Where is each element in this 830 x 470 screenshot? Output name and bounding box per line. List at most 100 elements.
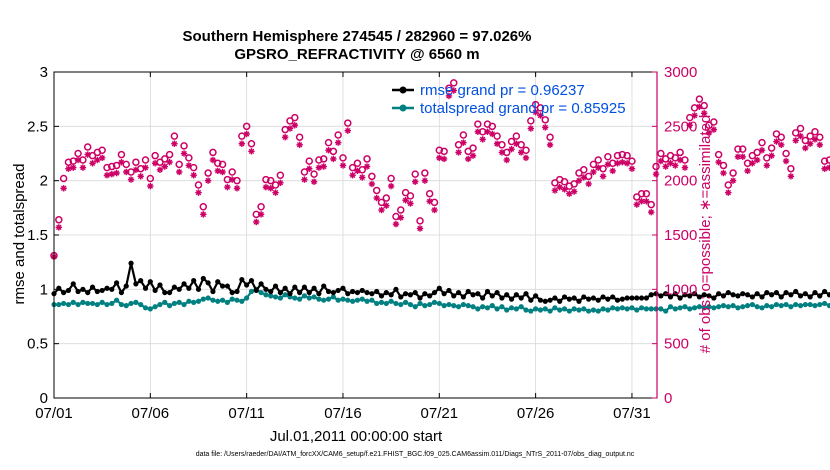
possible-obs-marker [276, 171, 285, 179]
asterisk-stroke [590, 169, 597, 175]
asterisk-stroke [797, 133, 804, 139]
spread-point [542, 306, 548, 312]
spread-point [85, 300, 91, 307]
assimilated-obs-marker [773, 138, 780, 145]
asterisk-stroke [142, 164, 149, 171]
rmse-point [807, 294, 813, 300]
rmse-point [557, 298, 563, 304]
spread-point [65, 301, 72, 308]
assimilated-obs-marker [334, 139, 342, 146]
asterisk-stroke [503, 157, 510, 163]
spread-point [388, 298, 394, 304]
spread-point [80, 299, 86, 305]
rmse-point [65, 287, 72, 294]
asterisk-stroke [542, 124, 548, 131]
asterisk-stroke [316, 164, 322, 171]
possible-obs-marker [589, 160, 598, 169]
rmse-point [643, 295, 650, 301]
possible-obs-marker [430, 198, 439, 207]
assimilated-obs-marker [778, 141, 785, 149]
spread-point [460, 301, 466, 308]
x-tick-label: 07/26 [517, 405, 555, 422]
asterisk-stroke [65, 165, 72, 172]
spread-point [528, 308, 534, 314]
possible-obs-marker [421, 169, 429, 177]
rmse-point [802, 291, 808, 297]
asterisk-stroke [691, 112, 698, 119]
assimilated-obs-marker [195, 189, 202, 196]
possible-obs-marker [411, 170, 419, 178]
spread-point [61, 300, 67, 307]
rmse-point [653, 291, 659, 297]
possible-obs-marker [136, 164, 145, 173]
rmse-point [754, 291, 760, 297]
assimilated-obs-marker [113, 169, 120, 177]
assimilated-obs-marker [768, 152, 775, 159]
assimilated-obs-marker [238, 140, 246, 147]
asterisk-stroke [364, 163, 370, 170]
rmse-point [335, 287, 341, 294]
asterisk-stroke [320, 163, 327, 170]
spread-point [123, 303, 129, 309]
asterisk-stroke [764, 162, 770, 169]
rmse-point [417, 295, 423, 301]
asterisk-stroke [701, 110, 707, 117]
spread-point [272, 294, 279, 300]
asterisk-stroke [84, 151, 91, 158]
rmse-point [248, 278, 255, 284]
asterisk-stroke [739, 154, 746, 160]
asterisk-stroke [277, 180, 284, 186]
rmse-point [744, 292, 751, 298]
rmse-point [422, 291, 428, 297]
rmse-point [393, 286, 399, 292]
asterisk-stroke [340, 162, 346, 169]
possible-obs-marker [377, 198, 386, 207]
spread-point [648, 306, 654, 312]
spread-point [369, 297, 375, 303]
assimilated-obs-marker [705, 129, 713, 137]
assimilated-obs-marker [60, 185, 67, 192]
asterisk-stroke [113, 170, 120, 176]
asterisk-stroke [619, 159, 626, 165]
asterisk-stroke [243, 131, 250, 137]
asterisk-stroke [147, 183, 154, 189]
rmse-point [85, 289, 91, 296]
possible-obs-marker [329, 147, 338, 156]
asterisk-stroke [768, 152, 775, 159]
assimilated-obs-marker [84, 151, 91, 158]
asterisk-stroke [552, 187, 558, 194]
assimilated-obs-marker [286, 125, 294, 132]
spread-point [162, 299, 168, 305]
rmse-point [586, 296, 592, 302]
asterisk-stroke [494, 140, 500, 147]
possible-obs-marker [782, 149, 790, 158]
assimilated-obs-marker [392, 220, 400, 228]
rmse-point [94, 288, 100, 295]
rmse-point [701, 292, 707, 298]
asterisk-stroke [335, 139, 341, 146]
assimilated-obs-marker [180, 150, 188, 157]
spread-point [629, 305, 635, 311]
assimilated-obs-marker [253, 218, 260, 226]
obs-count-series [50, 79, 830, 260]
spread-point [552, 305, 558, 311]
assimilated-obs-marker [354, 167, 361, 175]
rmse-point [330, 289, 336, 296]
spread-point [754, 304, 760, 310]
spread-point [210, 297, 216, 303]
assimilated-obs-marker [272, 189, 279, 196]
asterisk-stroke [566, 190, 573, 197]
rmse-point [292, 284, 298, 290]
rmse-point [200, 275, 206, 282]
rmse-point [152, 287, 158, 294]
rmse-point [677, 295, 683, 301]
asterisk-stroke [455, 149, 462, 156]
possible-obs-marker [165, 150, 174, 159]
possible-obs-marker [729, 169, 737, 177]
spread-point [576, 307, 582, 313]
rmse-point [533, 293, 539, 299]
rmse-point [566, 296, 572, 302]
possible-obs-marker [425, 189, 434, 198]
possible-obs-marker [469, 144, 477, 152]
rmse-point [484, 288, 491, 295]
